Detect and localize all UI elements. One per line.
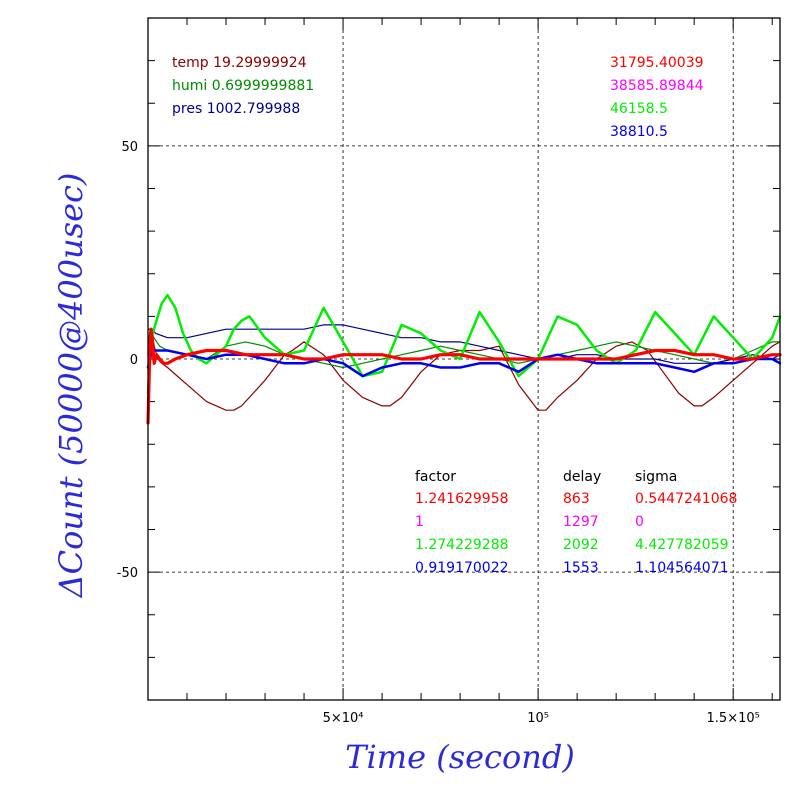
env-info-pres: pres 1002.799988: [172, 101, 300, 117]
table-cell-factor: 1.241629958: [415, 491, 509, 507]
plot-frame: [147, 17, 781, 701]
x-tick-label: 1.5×10⁵: [707, 711, 760, 726]
count-value: 38810.5: [610, 124, 668, 140]
table-cell-sigma: 1.104564071: [635, 560, 729, 576]
series-line: [147, 328, 781, 424]
x-tick-label: 10⁵: [527, 711, 549, 726]
x-tick-label: 5×10⁴: [323, 711, 364, 726]
tick-labels: 5×10⁴ 10⁵ 1.5×10⁵ 50 0 -50: [117, 140, 760, 726]
series-line: [147, 324, 781, 364]
x-axis-title: Time (second): [345, 738, 575, 776]
table-cell-factor: 1: [415, 514, 424, 530]
count-value: 31795.40039: [610, 55, 704, 71]
y-tick-label: 50: [121, 140, 138, 155]
env-info-value: 0.6999999881: [212, 78, 314, 94]
env-info-label: humi: [172, 78, 207, 94]
table-cell-delay: 1297: [563, 514, 599, 530]
series-line: [146, 349, 782, 378]
table-cell-factor: 0.919170022: [415, 560, 509, 576]
env-info-value: 19.29999924: [213, 55, 307, 71]
env-info-value: 1002.799988: [207, 101, 301, 117]
count-value: 38585.89844: [610, 78, 704, 94]
table-cell-sigma: 4.427782059: [635, 537, 729, 553]
table-cell-sigma: 0.5447241068: [635, 491, 737, 507]
table-cell-sigma: 0: [635, 514, 644, 530]
env-info-label: pres: [172, 101, 202, 117]
series-line: [146, 293, 782, 395]
table-cell-delay: 1553: [563, 560, 599, 576]
table-header-sigma: sigma: [635, 469, 677, 485]
table-cell-factor: 1.274229288: [415, 537, 509, 553]
y-axis-title: ΔCount (50000@400usec): [52, 173, 90, 600]
table-cell-delay: 863: [563, 491, 590, 507]
series-line: [146, 327, 782, 425]
series-lines: [146, 293, 782, 425]
count-value: 46158.5: [610, 101, 668, 117]
table-header-delay: delay: [563, 469, 601, 485]
y-tick-label: -50: [117, 566, 138, 581]
env-info-temp: temp 19.29999924: [172, 55, 307, 71]
table-cell-delay: 2092: [563, 537, 599, 553]
env-info-humi: humi 0.6999999881: [172, 78, 314, 94]
y-tick-label: 0: [130, 353, 138, 368]
env-info-label: temp: [172, 55, 209, 71]
table-header-factor: factor: [415, 469, 456, 485]
